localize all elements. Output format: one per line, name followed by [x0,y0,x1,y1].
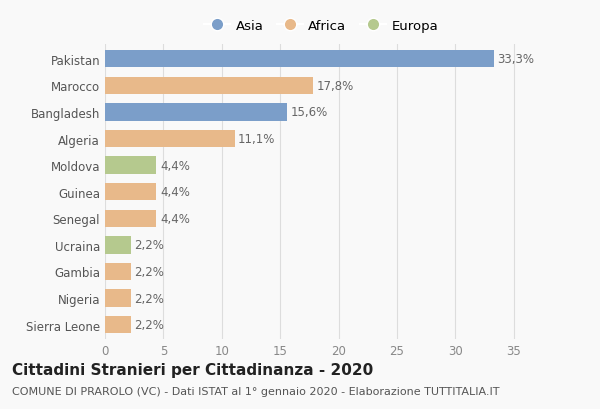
Bar [105,77,313,95]
Bar [105,290,131,307]
Bar [105,184,157,201]
Bar [105,51,494,68]
Bar [105,210,157,227]
Text: 4,4%: 4,4% [160,186,190,199]
Text: 11,1%: 11,1% [238,133,275,146]
Text: COMUNE DI PRAROLO (VC) - Dati ISTAT al 1° gennaio 2020 - Elaborazione TUTTITALIA: COMUNE DI PRAROLO (VC) - Dati ISTAT al 1… [12,387,499,396]
Bar [105,263,131,281]
Bar [105,237,131,254]
Text: 2,2%: 2,2% [134,318,164,331]
Legend: Asia, Africa, Europa: Asia, Africa, Europa [204,20,438,33]
Text: Cittadini Stranieri per Cittadinanza - 2020: Cittadini Stranieri per Cittadinanza - 2… [12,362,373,377]
Text: 2,2%: 2,2% [134,239,164,252]
Text: 2,2%: 2,2% [134,292,164,305]
Text: 15,6%: 15,6% [290,106,328,119]
Text: 2,2%: 2,2% [134,265,164,278]
Bar [105,104,287,121]
Text: 4,4%: 4,4% [160,159,190,172]
Bar [105,316,131,333]
Bar [105,130,235,148]
Text: 4,4%: 4,4% [160,212,190,225]
Text: 17,8%: 17,8% [316,80,353,92]
Text: 33,3%: 33,3% [497,53,535,66]
Bar [105,157,157,174]
